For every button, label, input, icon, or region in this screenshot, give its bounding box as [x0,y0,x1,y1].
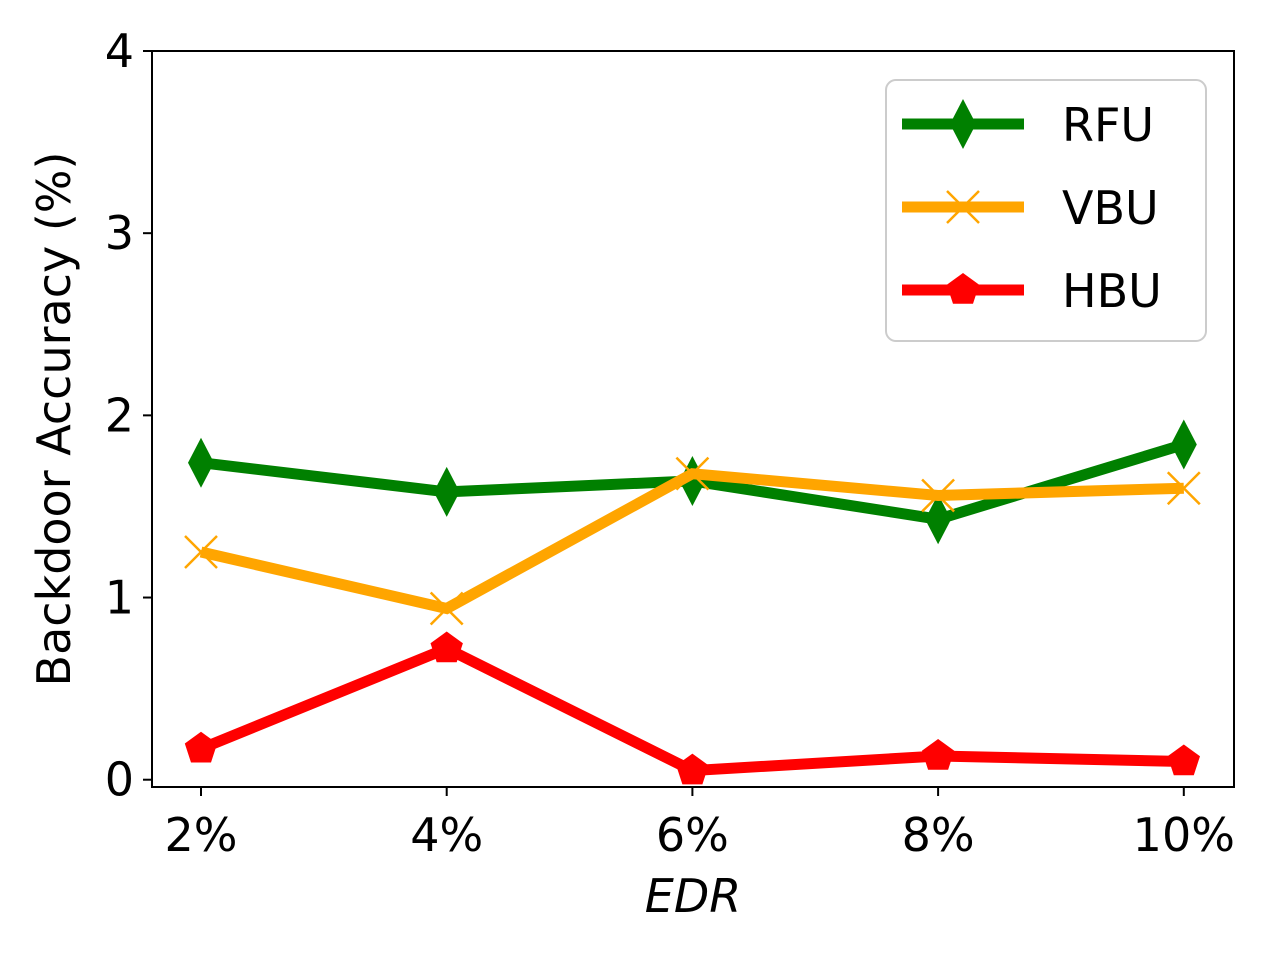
legend-item-hbu: HBU [902,264,1162,318]
data-point-vbu-0-stroke-b [184,535,218,569]
series-hbu [184,631,1200,785]
data-point-vbu-0 [184,535,218,569]
data-point-vbu-4-stroke-b [1166,471,1201,506]
x-tick-label-4: 10% [1133,808,1235,862]
x-tick-label-3: 8% [902,808,975,862]
y-tick-label-3: 3 [105,206,134,260]
y-tick-label-1: 1 [105,571,134,625]
x-axis-label: EDR [645,869,741,923]
x-tick-label-0: 2% [165,808,238,862]
data-point-vbu-3-stroke-b [921,478,955,513]
data-point-vbu-1-stroke-b [429,591,464,626]
y-axis-label: Backdoor Accuracy (%) [27,152,81,687]
legend: RFU VBU HBU [885,79,1207,342]
data-point-vbu-4 [1166,471,1201,506]
data-point-rfu-4 [1170,419,1197,470]
data-point-vbu-2-stroke-b [675,456,710,491]
legend-label-rfu: RFU [1062,98,1154,152]
legend-marker-hbu [946,273,980,304]
ticks-layer: 2% 4% 6% 8% 10% 0 1 2 3 4 [105,24,1235,862]
data-point-vbu-2 [675,456,710,491]
data-point-vbu-3 [921,478,955,513]
data-point-hbu-0 [184,731,218,763]
data-point-hbu-3 [921,739,955,770]
legend-marker-rfu [950,99,976,149]
x-tick-label-2: 6% [656,808,729,862]
y-tick-label-2: 2 [105,388,134,442]
data-point-hbu-1 [430,631,463,663]
series-vbu [184,456,1201,626]
data-point-rfu-0 [188,437,214,488]
data-point-hbu-4 [1167,744,1200,776]
data-point-rfu-3 [925,494,952,545]
data-point-rfu-1 [433,466,460,517]
legend-label-vbu: VBU [1062,181,1159,235]
legend-label-hbu: HBU [1062,264,1162,318]
y-tick-label-0: 0 [105,753,134,807]
data-point-hbu-2 [676,753,709,785]
legend-marker-vbu [946,190,980,224]
x-tick-label-1: 4% [410,808,483,862]
y-tick-label-4: 4 [105,24,134,78]
data-point-vbu-1 [429,591,464,626]
legend-item-vbu: VBU [902,181,1159,235]
legend-marker-vbu-stroke-b [946,190,980,224]
legend-item-rfu: RFU [902,98,1154,152]
series-layer [184,419,1201,785]
